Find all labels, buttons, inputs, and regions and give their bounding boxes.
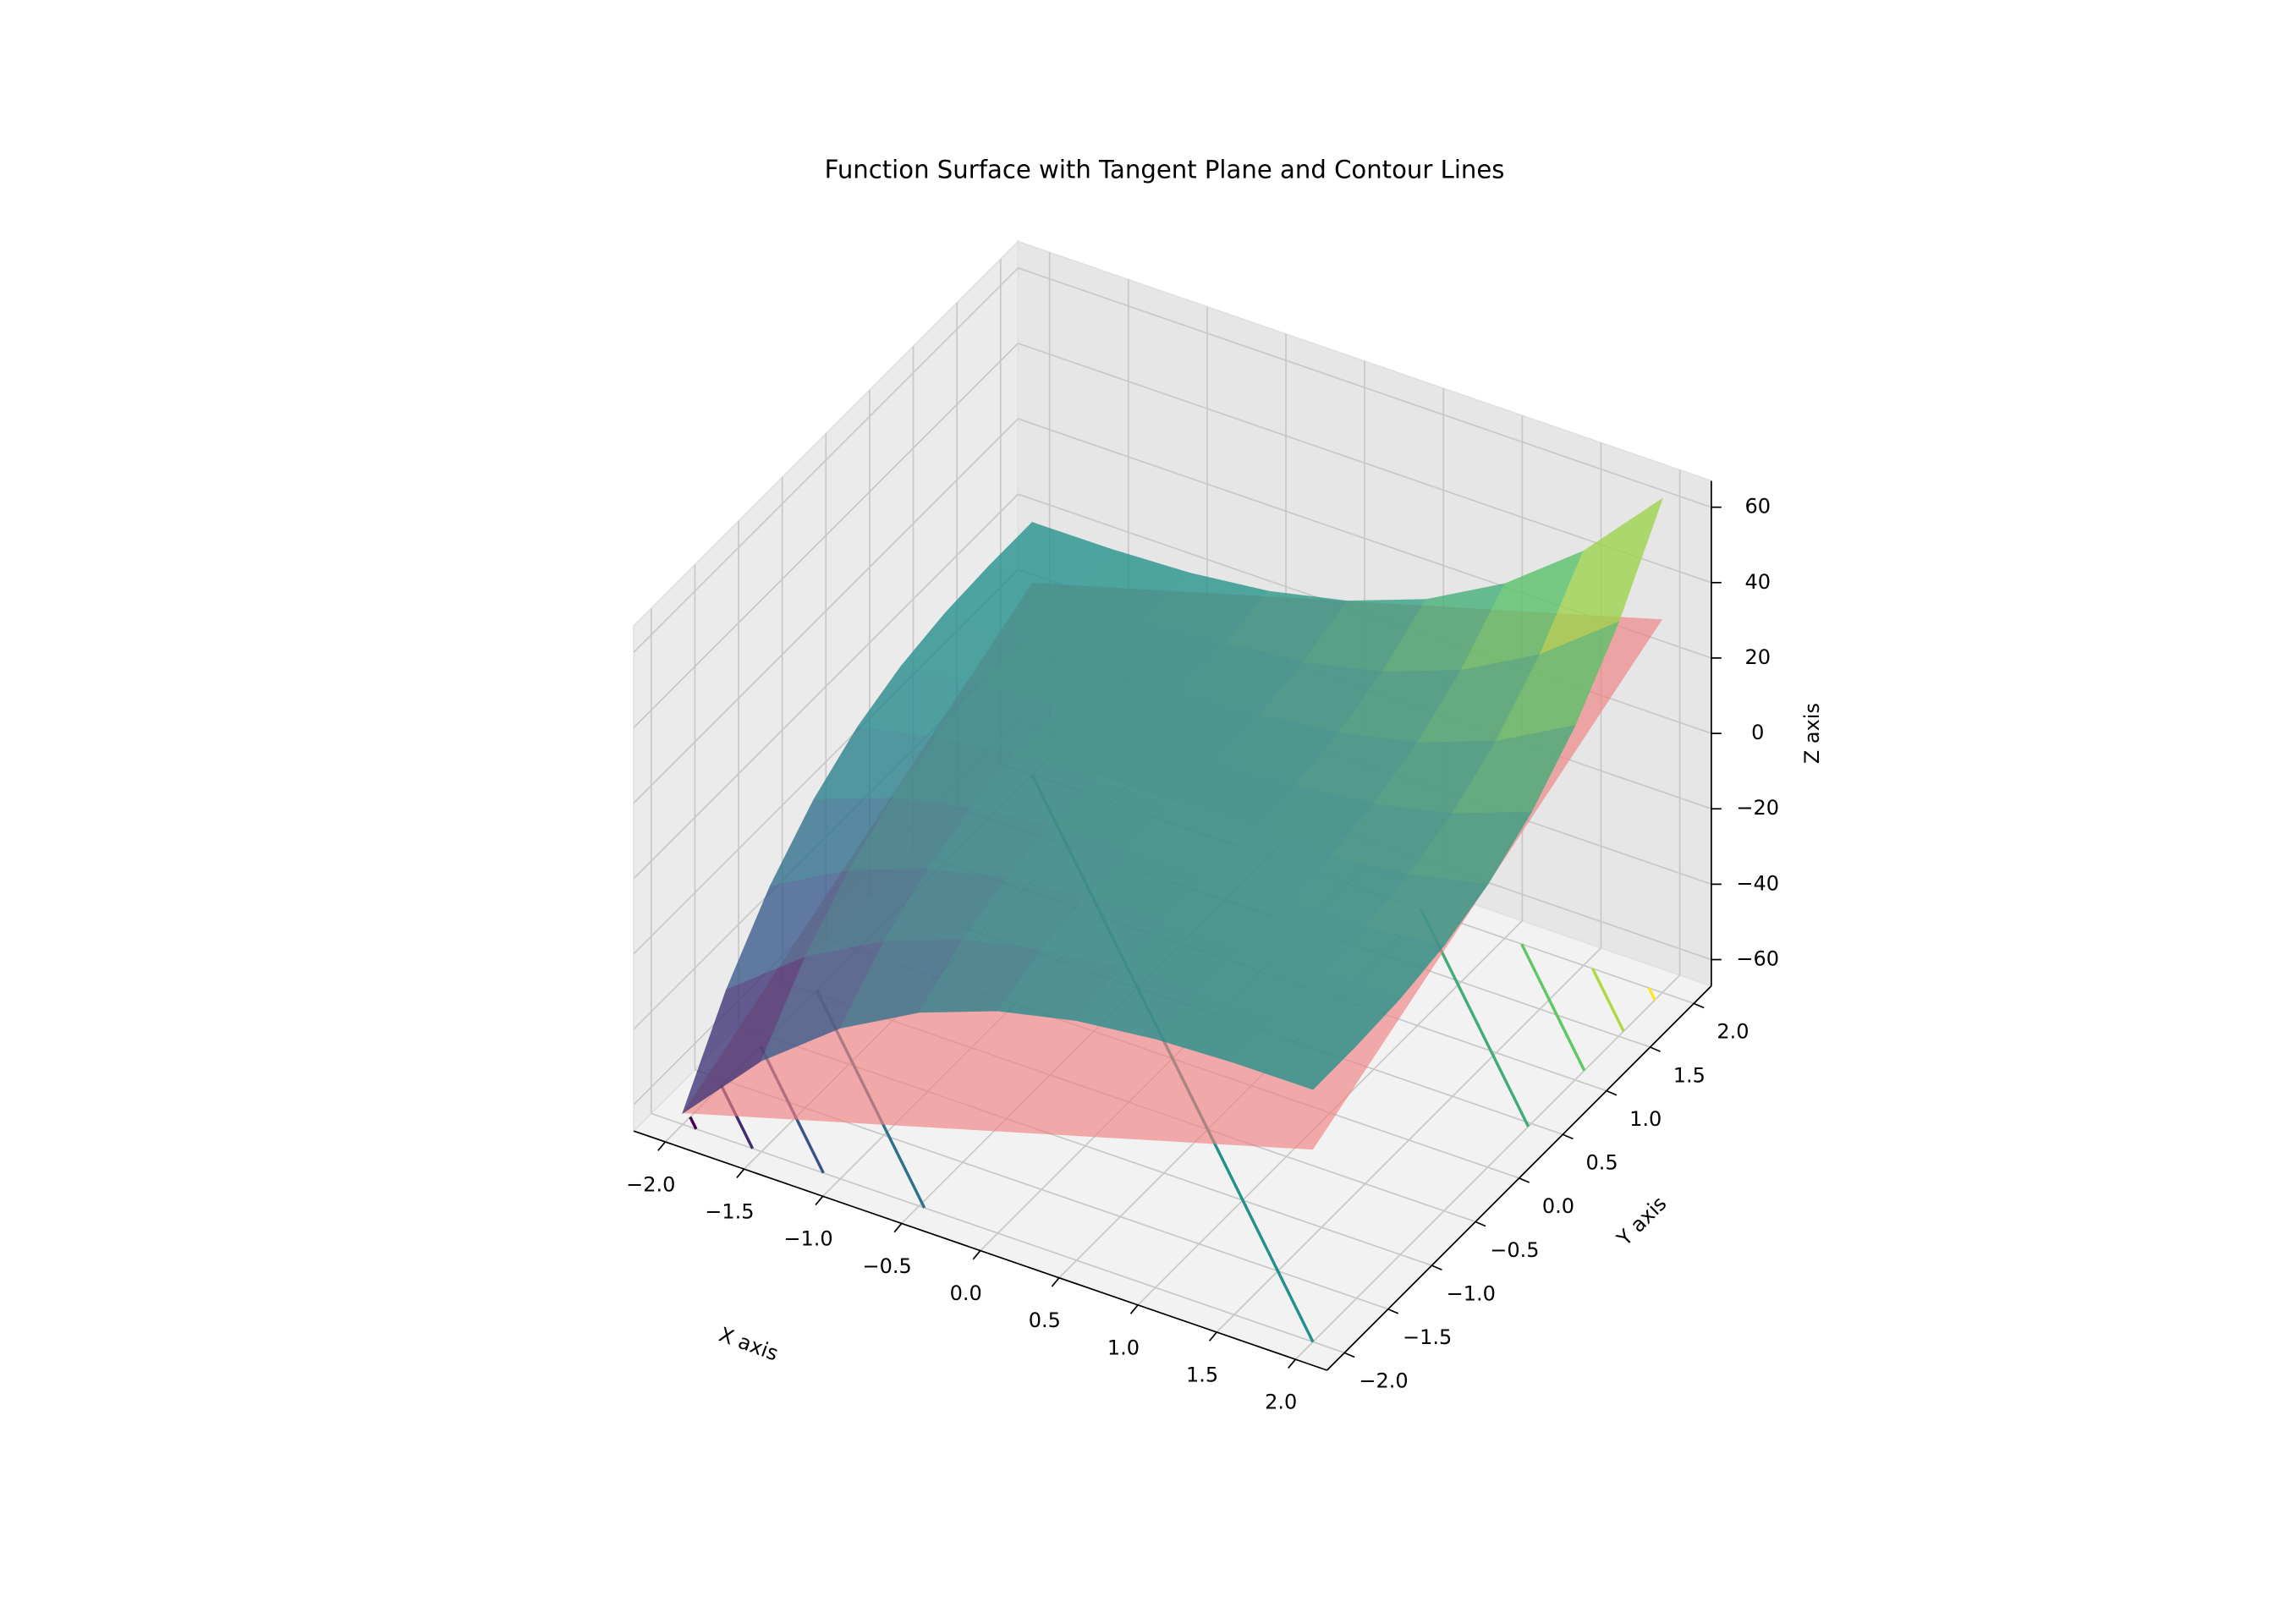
tick-mark <box>1387 1308 1399 1314</box>
grid-line <box>1018 266 1712 508</box>
tick-mark <box>1519 1177 1530 1183</box>
x-tick-label: 0.0 <box>950 1281 982 1305</box>
y-tick-label: 0.5 <box>1586 1151 1618 1175</box>
grid-line <box>633 418 1019 804</box>
chart-title: Function Surface with Tangent Plane and … <box>825 155 1505 184</box>
labels: −2.0−1.5−1.0−0.50.00.51.01.52.0−2.0−1.5−… <box>626 495 1824 1414</box>
surface <box>682 497 1663 1115</box>
grid-line <box>633 493 1019 880</box>
x-tick-label: 1.5 <box>1186 1363 1218 1386</box>
tick-mark <box>815 1195 824 1206</box>
z-tick-label: −20 <box>1736 796 1779 820</box>
y-tick-label: −1.5 <box>1403 1325 1452 1349</box>
surface-patch <box>1233 1018 1358 1090</box>
y-axis-line <box>1326 985 1712 1371</box>
x-tick-label: 2.0 <box>1265 1391 1297 1414</box>
z-tick-label: 60 <box>1744 495 1771 518</box>
contour-line <box>1590 968 1625 1033</box>
x-tick-label: −1.0 <box>783 1227 832 1251</box>
x-tick-label: −1.5 <box>705 1200 754 1224</box>
z-tick-label: −40 <box>1736 871 1779 895</box>
z-tick-label: 0 <box>1751 721 1764 744</box>
z-tick-label: −60 <box>1736 947 1779 971</box>
x-tick-label: 0.5 <box>1029 1309 1061 1332</box>
tick-mark <box>1650 1046 1661 1052</box>
y-tick-label: 2.0 <box>1716 1020 1749 1044</box>
tick-mark <box>893 1222 903 1233</box>
tick-mark <box>1129 1304 1139 1314</box>
contour-line <box>1647 987 1656 1001</box>
y-tick-label: 1.5 <box>1673 1063 1706 1087</box>
y-tick-label: −2.0 <box>1359 1369 1408 1393</box>
z-tick-label: 40 <box>1744 570 1771 594</box>
x-tick-label: 1.0 <box>1107 1336 1140 1359</box>
z-axis-label: Z axis <box>1800 703 1824 764</box>
tick-mark <box>1051 1277 1060 1287</box>
x-axis-label: X axis <box>716 1323 781 1366</box>
tick-mark <box>1606 1089 1618 1096</box>
tick-mark <box>1208 1331 1217 1341</box>
tick-mark <box>1693 1002 1705 1009</box>
grid-line <box>633 267 1019 653</box>
z-tick-label: 20 <box>1744 645 1771 669</box>
tick-mark <box>1475 1221 1486 1227</box>
x-tick-label: −0.5 <box>862 1254 911 1278</box>
tick-mark <box>736 1168 745 1178</box>
tick-mark <box>972 1250 981 1260</box>
grid-line <box>633 343 1019 728</box>
grid-line <box>651 1112 1345 1354</box>
x-axis-line <box>633 1130 1327 1371</box>
tick-mark <box>1563 1133 1574 1140</box>
tick-mark <box>1288 1358 1296 1369</box>
tick-mark <box>657 1141 667 1151</box>
y-tick-label: 0.0 <box>1542 1194 1574 1218</box>
tick-mark <box>1431 1265 1442 1271</box>
x-tick-label: −2.0 <box>626 1172 675 1196</box>
y-axis-label: Y axis <box>1612 1192 1671 1251</box>
y-tick-label: 1.0 <box>1629 1107 1662 1131</box>
y-tick-label: −0.5 <box>1490 1238 1539 1262</box>
contour-line <box>689 1116 698 1130</box>
y-tick-label: −1.0 <box>1447 1281 1496 1305</box>
contour-line <box>1520 943 1586 1072</box>
tick-mark <box>1343 1352 1355 1358</box>
